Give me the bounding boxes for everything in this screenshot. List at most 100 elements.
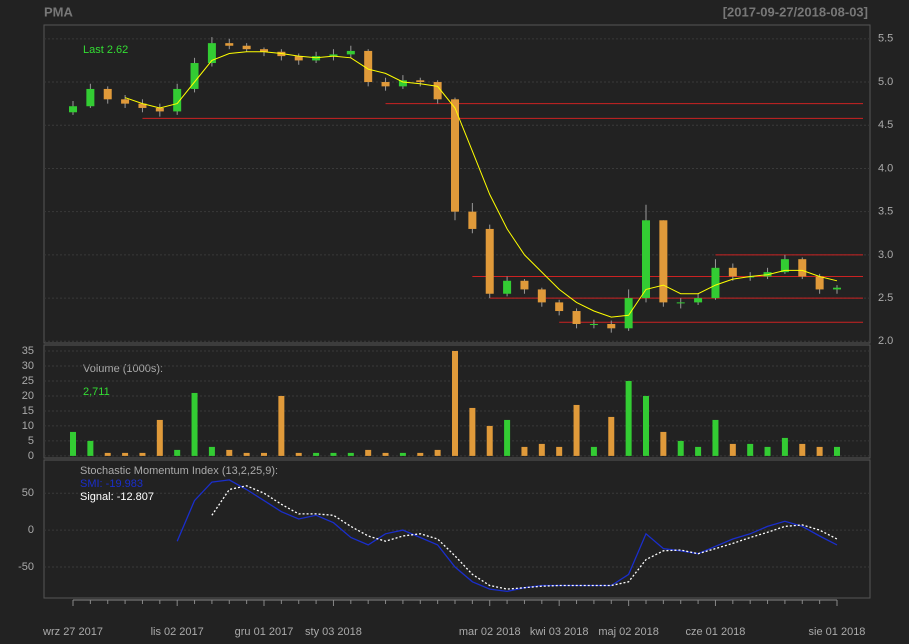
candle-body (155, 107, 164, 112)
volume-bar (278, 395, 285, 456)
volume-bar (521, 446, 528, 456)
last-price: Last 2.62 (83, 44, 128, 56)
volume-bar (313, 452, 320, 456)
y-tick-label: 5.5 (878, 33, 893, 45)
volume-bar (104, 452, 111, 456)
candle-body (173, 88, 182, 112)
y-tick-label: 2.0 (878, 335, 893, 347)
x-tick-label: maj 02 2018 (598, 626, 659, 638)
smi-panel (43, 459, 871, 599)
candle-body (485, 228, 494, 294)
candle-body (69, 106, 77, 113)
sma-line (124, 51, 838, 318)
candle-body (451, 99, 459, 212)
candle-body (294, 56, 303, 61)
smi-title: Stochastic Momentum Index (13,2,25,9): (80, 465, 278, 477)
volume-bar (729, 443, 736, 456)
volume-bar (712, 419, 719, 456)
candle-body (607, 323, 616, 329)
candle-body (103, 88, 112, 100)
volume-bar (347, 452, 354, 456)
volume-bar (625, 380, 632, 456)
volume-bar (799, 443, 806, 456)
y-tick-label: 10 (22, 420, 34, 432)
volume-bar (695, 446, 702, 456)
candle-body (503, 280, 512, 294)
candle-body (676, 302, 685, 304)
volume-bar (87, 440, 94, 456)
y-tick-label: 3.5 (878, 206, 893, 218)
volume-bar (747, 443, 754, 456)
x-tick-label: kwi 03 2018 (530, 626, 589, 638)
y-tick-label: 3.0 (878, 249, 893, 261)
candle-body (416, 80, 425, 83)
volume-bar (781, 437, 788, 456)
volume-bar (261, 452, 267, 456)
volume-bar (590, 446, 597, 456)
volume-bar (139, 452, 146, 456)
x-tick-label: lis 02 2017 (151, 626, 204, 638)
y-tick-label: 20 (22, 390, 34, 402)
y-tick-label: 35 (22, 345, 34, 357)
candle-body (346, 50, 355, 55)
y-tick-label: 50 (22, 487, 34, 499)
volume-bar (538, 443, 545, 456)
volume-bar (469, 407, 476, 456)
volume-bar (191, 392, 198, 456)
volume-bar (226, 449, 233, 456)
y-tick-label: 4.5 (878, 119, 893, 131)
volume-bar (382, 452, 389, 456)
smi-line (176, 479, 838, 593)
candle-body (589, 323, 598, 325)
candle-body (398, 80, 407, 87)
y-tick-label: 0 (28, 524, 34, 536)
volume-bar (330, 452, 337, 456)
x-tick-label: cze 01 2018 (685, 626, 745, 638)
volume-bar (243, 452, 250, 456)
volume-bar (556, 446, 563, 456)
volume-bar (208, 446, 215, 456)
volume-bar (399, 452, 406, 456)
candle-body (138, 103, 147, 108)
volume-bar (365, 449, 372, 456)
chart-title: PMA (44, 4, 74, 19)
candle-body (225, 43, 234, 46)
volume-bar (573, 404, 580, 456)
candle-body (780, 259, 789, 273)
candle-body (433, 82, 442, 100)
volume-bar (156, 419, 163, 456)
candle-body (190, 63, 199, 89)
candle-body (711, 267, 720, 299)
volume-bar (70, 431, 76, 456)
y-tick-label: 30 (22, 360, 34, 372)
candle-body (537, 289, 546, 303)
candle-body (555, 302, 564, 312)
y-tick-label: 15 (22, 405, 34, 417)
candle-body (260, 49, 268, 52)
volume-bar (677, 440, 684, 456)
volume-bar (122, 452, 129, 456)
y-tick-label: 2.5 (878, 292, 893, 304)
y-tick-label: 5.0 (878, 76, 893, 88)
candle-body (798, 259, 807, 277)
volume-title: Volume (1000s): (83, 363, 163, 375)
volume-bar (504, 419, 511, 456)
candle-body (86, 88, 95, 107)
candle-body (659, 220, 668, 303)
legend-label: SMI: -19.983 (80, 478, 143, 490)
volume-bar (434, 449, 441, 456)
volume-bar (486, 425, 493, 456)
date-range: [2017-09-27/2018-08-03] (723, 4, 868, 19)
candle-body (642, 220, 650, 299)
volume-bar (452, 350, 458, 456)
y-tick-label: 4.0 (878, 162, 893, 174)
volume-last: 2,711 (83, 386, 110, 398)
candle-body (242, 45, 251, 50)
candle-body (364, 50, 373, 83)
y-tick-label: -50 (18, 561, 34, 573)
x-tick-label: mar 02 2018 (459, 626, 521, 638)
smi-line (211, 485, 838, 590)
candle-body (728, 267, 737, 277)
candle-body (520, 280, 529, 290)
